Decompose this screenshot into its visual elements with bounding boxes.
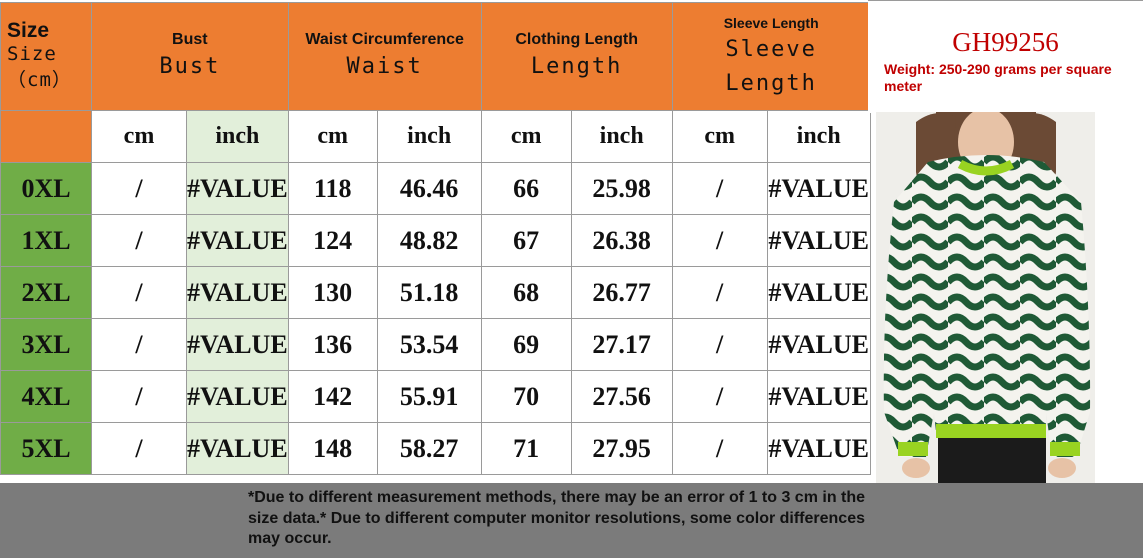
bust-inch-cell: #VALUE <box>186 370 289 423</box>
waist-inch-cell: 48.82 <box>376 214 482 267</box>
length-cm-cell: 66 <box>480 162 572 215</box>
sleeve-cm-cell: / <box>671 214 768 267</box>
table-row: 0XL / #VALUE 118 46.46 66 25.98 / #VALUE <box>0 162 871 215</box>
size-header-unit: （cm） <box>7 68 72 91</box>
sleeve-header-big-1: Sleeve <box>725 36 817 62</box>
size-header-subtitle: Size <box>7 42 57 65</box>
waist-inch-cell: 51.18 <box>376 266 482 319</box>
bust-inch-cell: #VALUE <box>186 266 289 319</box>
length-header: Clothing Length Length <box>480 2 673 111</box>
sleeve-header: Sleeve Length Sleeve Length <box>671 2 871 111</box>
waist-cm-cell: 130 <box>287 266 378 319</box>
bust-cm-cell: / <box>91 318 187 371</box>
size-label: 5XL <box>0 422 92 475</box>
waist-header-big: Waist <box>346 53 423 79</box>
bust-cm-cell: / <box>91 422 187 475</box>
unit-sleeve-inch: inch <box>766 110 871 163</box>
bust-cm-cell: / <box>91 370 187 423</box>
sleeve-cm-cell: / <box>671 318 768 371</box>
size-label: 3XL <box>0 318 92 371</box>
waist-inch-cell: 58.27 <box>376 422 482 475</box>
length-cm-cell: 71 <box>480 422 572 475</box>
table-row: 3XL / #VALUE 136 53.54 69 27.17 / #VALUE <box>0 318 871 371</box>
bust-cm-cell: / <box>91 214 187 267</box>
bust-header-big: Bust <box>159 53 221 79</box>
length-cm-cell: 68 <box>480 266 572 319</box>
length-inch-cell: 27.56 <box>570 370 673 423</box>
length-inch-cell: 27.95 <box>570 422 673 475</box>
length-cm-cell: 69 <box>480 318 572 371</box>
unit-sleeve-cm: cm <box>671 110 768 163</box>
sleeve-inch-cell: #VALUE <box>766 162 871 215</box>
sleeve-cm-cell: / <box>671 422 768 475</box>
waist-inch-cell: 53.54 <box>376 318 482 371</box>
unit-length-inch: inch <box>570 110 673 163</box>
table-row: 1XL / #VALUE 124 48.82 67 26.38 / #VALUE <box>0 214 871 267</box>
waist-cm-cell: 142 <box>287 370 378 423</box>
footer-bar <box>0 483 1143 558</box>
bust-inch-cell: #VALUE <box>186 422 289 475</box>
product-info-panel: GH99256 Weight: 250-290 grams per square… <box>868 0 1143 113</box>
unit-bust-cm: cm <box>91 110 187 163</box>
length-cm-cell: 70 <box>480 370 572 423</box>
waist-inch-cell: 55.91 <box>376 370 482 423</box>
sleeve-inch-cell: #VALUE <box>766 370 871 423</box>
product-code: GH99256 <box>952 27 1059 57</box>
size-header: Size Size （cm） <box>0 2 92 111</box>
waist-cm-cell: 148 <box>287 422 378 475</box>
sleeve-inch-cell: #VALUE <box>766 318 871 371</box>
length-header-small: Clothing Length <box>515 30 638 48</box>
size-label: 2XL <box>0 266 92 319</box>
waist-cm-cell: 124 <box>287 214 378 267</box>
size-label: 1XL <box>0 214 92 267</box>
unit-waist-inch: inch <box>376 110 482 163</box>
sleeve-inch-cell: #VALUE <box>766 214 871 267</box>
waist-inch-cell: 46.46 <box>376 162 482 215</box>
sleeve-cm-cell: / <box>671 370 768 423</box>
length-cm-cell: 67 <box>480 214 572 267</box>
sleeve-header-big-2: Length <box>725 70 817 96</box>
bust-cm-cell: / <box>91 162 187 215</box>
size-label: 0XL <box>0 162 92 215</box>
waist-cm-cell: 136 <box>287 318 378 371</box>
disclaimer-note: *Due to different measurement methods, t… <box>248 489 866 547</box>
sleeve-header-small: Sleeve Length <box>723 14 819 31</box>
bust-cm-cell: / <box>91 266 187 319</box>
bust-inch-cell: #VALUE <box>186 162 289 215</box>
unit-waist-cm: cm <box>287 110 378 163</box>
sleeve-inch-cell: #VALUE <box>766 266 871 319</box>
table-row: 4XL / #VALUE 142 55.91 70 27.56 / #VALUE <box>0 370 871 423</box>
header-row: Size Size （cm） Bust Bust Waist Circumfer… <box>0 2 871 111</box>
bust-header: Bust Bust <box>91 2 289 111</box>
table-row: 2XL / #VALUE 130 51.18 68 26.77 / #VALUE <box>0 266 871 319</box>
waist-header: Waist Circumference Waist <box>287 2 482 111</box>
unit-length-cm: cm <box>480 110 572 163</box>
sleeve-cm-cell: / <box>671 266 768 319</box>
bust-inch-cell: #VALUE <box>186 214 289 267</box>
waist-cm-cell: 118 <box>287 162 378 215</box>
length-header-big: Length <box>530 53 623 79</box>
table-row: 5XL / #VALUE 148 58.27 71 27.95 / #VALUE <box>0 422 871 475</box>
bust-header-small: Bust <box>172 30 208 48</box>
sweater-photo-icon <box>876 112 1095 483</box>
unit-bust-inch: inch <box>186 110 289 163</box>
waist-header-small: Waist Circumference <box>305 30 464 48</box>
unit-row-corner <box>0 110 92 163</box>
sleeve-inch-cell: #VALUE <box>766 422 871 475</box>
length-inch-cell: 27.17 <box>570 318 673 371</box>
unit-row: cm inch cm inch cm inch cm inch <box>0 110 871 163</box>
sleeve-cm-cell: / <box>671 162 768 215</box>
photo-margin <box>1095 112 1143 483</box>
size-table: Size Size （cm） Bust Bust Waist Circumfer… <box>0 2 871 475</box>
fabric-weight: Weight: 250-290 grams per square meter <box>884 61 1112 94</box>
size-label: 4XL <box>0 370 92 423</box>
length-inch-cell: 26.77 <box>570 266 673 319</box>
bust-inch-cell: #VALUE <box>186 318 289 371</box>
length-inch-cell: 25.98 <box>570 162 673 215</box>
length-inch-cell: 26.38 <box>570 214 673 267</box>
size-header-title: Size <box>7 18 50 42</box>
